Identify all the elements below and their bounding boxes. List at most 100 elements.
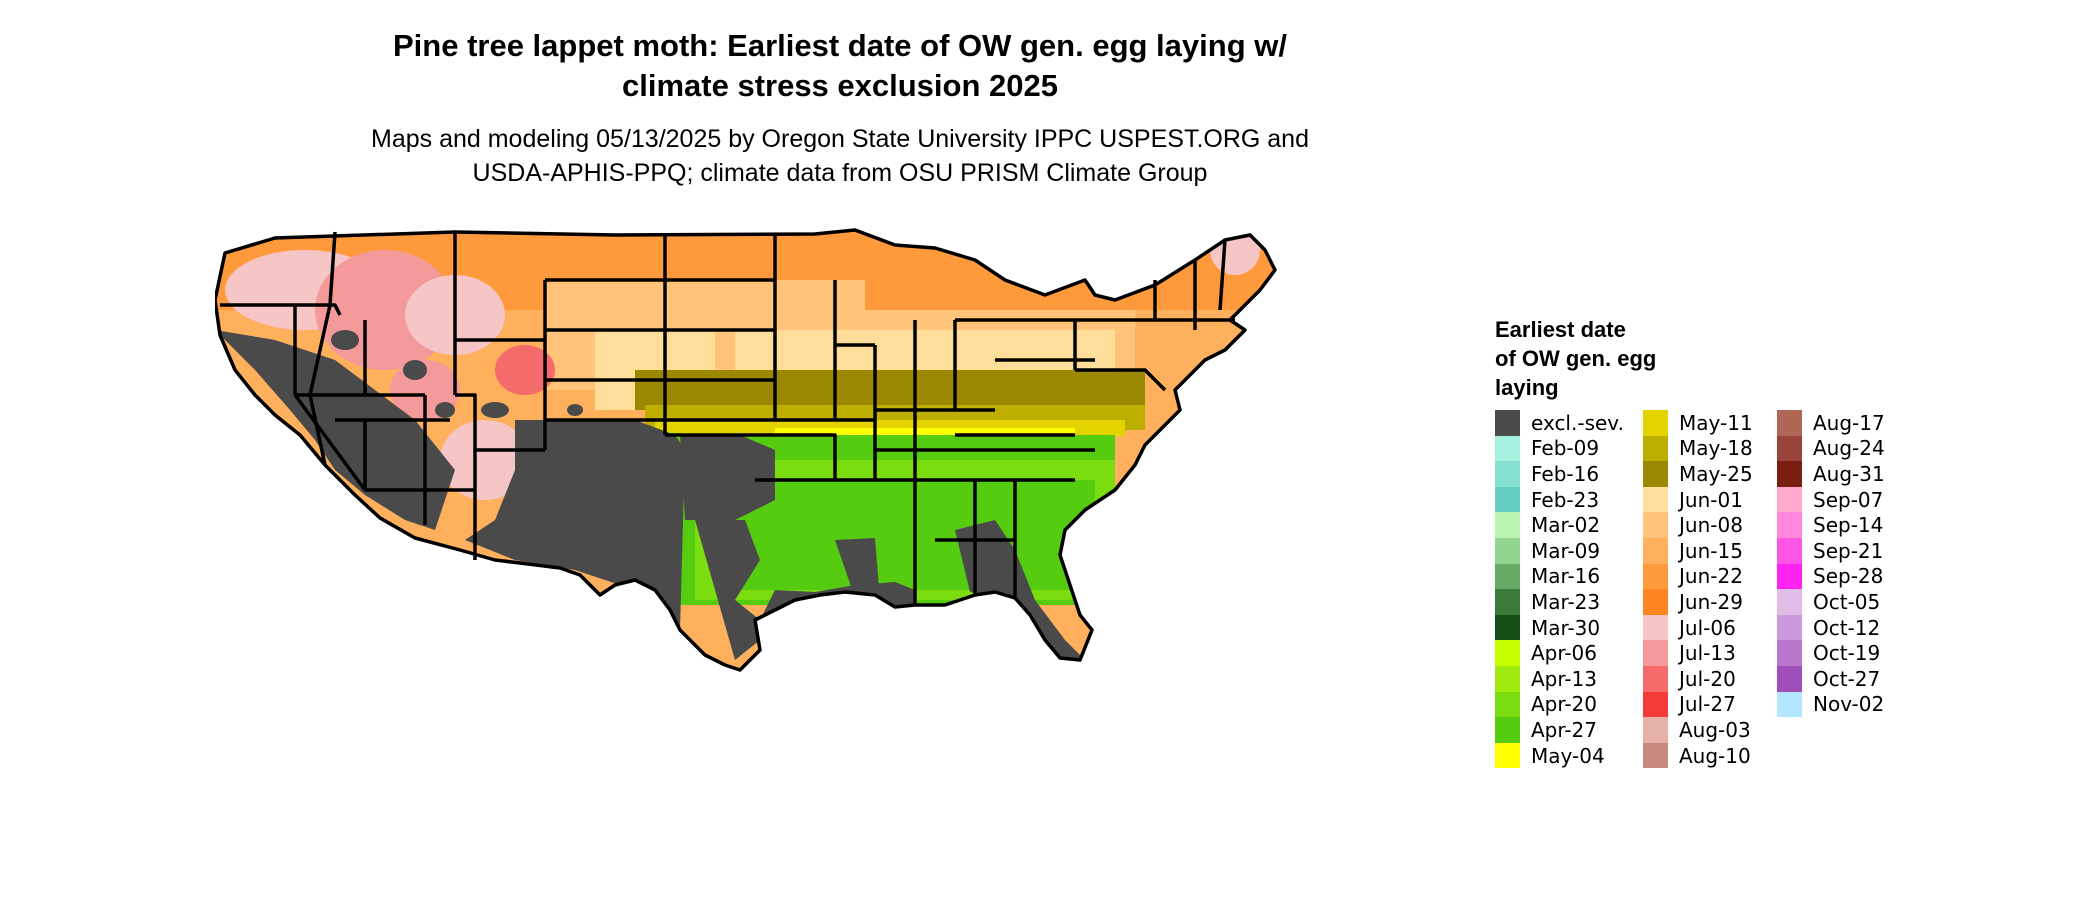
legend-label: Mar-09 [1531,538,1601,563]
legend-item: Oct-27 [1777,665,1885,692]
legend-swatch [1643,665,1668,692]
legend-item: Oct-12 [1777,614,1885,641]
legend-label: Jul-27 [1679,692,1736,717]
legend-label: Mar-23 [1531,589,1601,614]
legend-swatch [1777,512,1802,538]
legend-title-line: of OW gen. egg [1495,346,1657,371]
map-subtitle-line-1: Maps and modeling 05/13/2025 by Oregon S… [371,125,1309,153]
legend-label: Apr-06 [1531,641,1597,666]
legend-label: Apr-20 [1531,692,1597,717]
legend-item: Sep-21 [1777,537,1885,564]
legend-label: Sep-21 [1813,538,1884,563]
legend-swatch [1777,589,1802,615]
legend-item: May-11 [1643,410,1753,436]
legend-swatch [1643,512,1668,538]
legend-swatch [1643,640,1668,666]
legend-label: Mar-16 [1531,564,1601,589]
legend-item: Sep-28 [1777,563,1885,590]
legend-label: Aug-03 [1679,717,1751,742]
legend-label: Feb-16 [1531,461,1600,486]
legend-title-line: Earliest date [1495,317,1626,342]
legend-swatch [1495,717,1520,743]
legend-swatch [1643,589,1668,615]
legend-label: Oct-27 [1813,666,1881,691]
legend-swatch [1495,563,1520,590]
legend-label: Sep-14 [1813,513,1884,538]
legend-item: Sep-07 [1777,486,1885,513]
legend-label: Jun-29 [1679,589,1743,614]
legend-label: Jun-22 [1679,564,1743,589]
legend-item: Jun-29 [1643,589,1753,615]
legend-label: May-11 [1679,410,1753,435]
legend-item: Jun-01 [1643,486,1753,513]
legend-swatch [1777,410,1802,436]
legend-item: Aug-03 [1643,717,1753,743]
state-boundaries [215,228,1277,672]
legend-swatch [1643,410,1668,436]
legend-swatch [1643,742,1668,769]
legend-item: Mar-02 [1495,512,1624,538]
map-subtitle: Maps and modeling 05/13/2025 by Oregon S… [300,122,1380,190]
legend-item: Mar-09 [1495,537,1624,564]
legend-item: Feb-16 [1495,461,1624,487]
legend-label: May-25 [1679,461,1753,486]
legend-item: Aug-24 [1777,435,1885,462]
legend-swatch [1643,537,1668,564]
legend-label: Jun-08 [1679,513,1743,538]
legend-item: Aug-31 [1777,461,1885,487]
legend-label: Mar-02 [1531,513,1601,538]
map-title-line-1: Pine tree lappet moth: Earliest date of … [393,28,1287,63]
legend-label: Oct-19 [1813,641,1881,666]
map-title: Pine tree lappet moth: Earliest date of … [300,26,1380,106]
legend-swatch [1495,410,1520,436]
legend-label: excl.-sev. [1531,410,1624,435]
legend-label: Jun-15 [1679,538,1743,563]
legend-swatch [1643,614,1668,641]
legend-label: Apr-13 [1531,666,1597,691]
legend-item: Feb-09 [1495,435,1624,462]
legend-item: Jul-27 [1643,691,1753,718]
legend-swatch [1643,435,1668,462]
legend-item: Apr-27 [1495,717,1624,743]
legend-swatch [1495,665,1520,692]
legend-item: Jul-13 [1643,640,1753,666]
legend-swatch [1495,512,1520,538]
legend-item: Mar-16 [1495,563,1624,590]
legend-label: Feb-23 [1531,487,1600,512]
legend-item: Mar-30 [1495,614,1624,641]
legend-column: Aug-17 Aug-24 Aug-31 Sep-07 Sep-14 Sep-21 Sep-… [1777,410,1885,718]
legend-label: Jul-13 [1679,641,1736,666]
legend-swatch [1777,640,1802,666]
legend-item: Jun-08 [1643,512,1753,538]
legend-item: Oct-19 [1777,640,1885,666]
legend-item: Apr-06 [1495,640,1624,666]
map-title-line-2: climate stress exclusion 2025 [622,68,1058,103]
legend-item: May-18 [1643,435,1753,462]
legend-label: Oct-12 [1813,615,1881,640]
legend-item: Mar-23 [1495,589,1624,615]
legend-label: Aug-17 [1813,410,1885,435]
legend-item: Jul-20 [1643,665,1753,692]
legend-title-line: laying [1495,375,1559,400]
legend-item: Oct-05 [1777,589,1885,615]
legend-swatch [1495,589,1520,615]
legend-label: Jun-01 [1679,487,1743,512]
legend-swatch [1643,563,1668,590]
legend-swatch [1777,665,1802,692]
legend-label: Nov-02 [1813,692,1885,717]
legend-swatch [1643,691,1668,718]
legend-item: Aug-10 [1643,742,1753,769]
legend-label: Jul-20 [1679,666,1736,691]
legend-label: May-18 [1679,436,1753,461]
legend-swatch [1777,486,1802,513]
legend-swatch [1777,435,1802,462]
legend-item: Feb-23 [1495,486,1624,513]
legend-item: Apr-13 [1495,665,1624,692]
legend-swatch [1643,486,1668,513]
legend-swatch [1495,435,1520,462]
legend-swatch [1643,717,1668,743]
legend-swatch [1495,486,1520,513]
legend-item: Jun-15 [1643,537,1753,564]
legend-label: Aug-24 [1813,436,1885,461]
legend-swatch [1495,537,1520,564]
